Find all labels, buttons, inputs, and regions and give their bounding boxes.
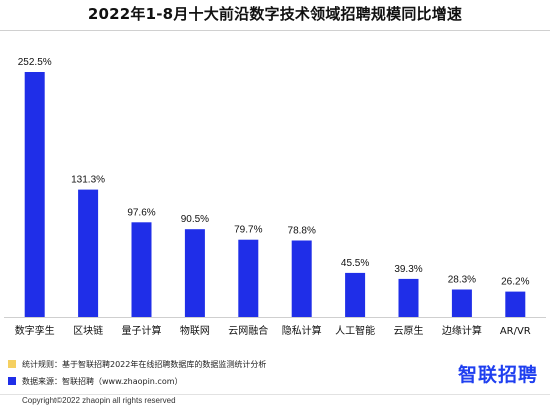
- bar-10: [505, 291, 526, 317]
- zhaopin-logo: 智联招聘: [457, 364, 538, 386]
- value-label-9: 28.3%: [448, 275, 476, 286]
- category-label-4: 物联网: [180, 324, 210, 337]
- value-label-8: 39.3%: [394, 264, 422, 275]
- legend-item-source: 数据来源： 智联招聘（www.zhaopin.com）: [8, 374, 183, 388]
- bar-1: [24, 72, 45, 317]
- bar-8: [398, 278, 419, 317]
- legend-label-source: 数据来源：: [22, 376, 62, 386]
- legend-swatch-yellow: [8, 360, 16, 368]
- value-label-3: 97.6%: [127, 207, 155, 218]
- bar-2: [78, 189, 99, 317]
- category-label-9: 边缘计算: [442, 324, 482, 337]
- legend-swatch-blue: [8, 377, 16, 385]
- bar-4: [184, 229, 205, 317]
- bar-5: [238, 239, 259, 317]
- category-label-1: 数字孪生: [15, 324, 55, 337]
- value-label-7: 45.5%: [341, 258, 369, 269]
- copyright-text: Copyright©2022 zhaopin all rights reserv…: [22, 396, 176, 405]
- legend: 统计规则： 基于智联招聘2022年在线招聘数据库的数据监测统计分析 数据来源： …: [0, 352, 550, 392]
- category-label-3: 量子计算: [122, 324, 162, 337]
- category-label-6: 隐私计算: [282, 324, 322, 337]
- legend-text-source: 智联招聘（www.zhaopin.com）: [62, 376, 183, 386]
- footer-divider: [0, 394, 550, 395]
- legend-label-rule: 统计规则：: [22, 359, 62, 369]
- value-label-5: 79.7%: [234, 225, 262, 236]
- bar-chart: 252.5% 数字孪生 131.3% 区块链 97.6% 量子计算 90.5% 物联网 79.7…: [4, 57, 546, 337]
- value-label-6: 78.8%: [288, 226, 316, 237]
- value-label-1: 252.5%: [18, 57, 52, 68]
- category-label-8: 云原生: [394, 324, 424, 337]
- chart-title: 2022年1-8月十大前沿数字技术领域招聘规模同比增速: [87, 5, 463, 23]
- title-divider: [0, 30, 550, 31]
- value-label-2: 131.3%: [71, 175, 105, 186]
- category-label-10: AR/VR: [500, 326, 531, 337]
- value-label-10: 26.2%: [501, 277, 529, 288]
- bar-6: [291, 240, 312, 317]
- legend-item-rule: 统计规则： 基于智联招聘2022年在线招聘数据库的数据监测统计分析: [8, 357, 266, 371]
- category-label-2: 区块链: [73, 324, 103, 337]
- category-label-5: 云网融合: [228, 324, 268, 337]
- legend-text-rule: 基于智联招聘2022年在线招聘数据库的数据监测统计分析: [62, 359, 267, 369]
- bar-9: [451, 289, 472, 317]
- bar-3: [131, 222, 152, 317]
- value-label-4: 90.5%: [181, 214, 209, 225]
- category-label-7: 人工智能: [335, 324, 375, 337]
- bars-layer: 252.5% 数字孪生 131.3% 区块链 97.6% 量子计算 90.5% 物联网 79.7…: [15, 57, 531, 337]
- bar-7: [345, 272, 366, 317]
